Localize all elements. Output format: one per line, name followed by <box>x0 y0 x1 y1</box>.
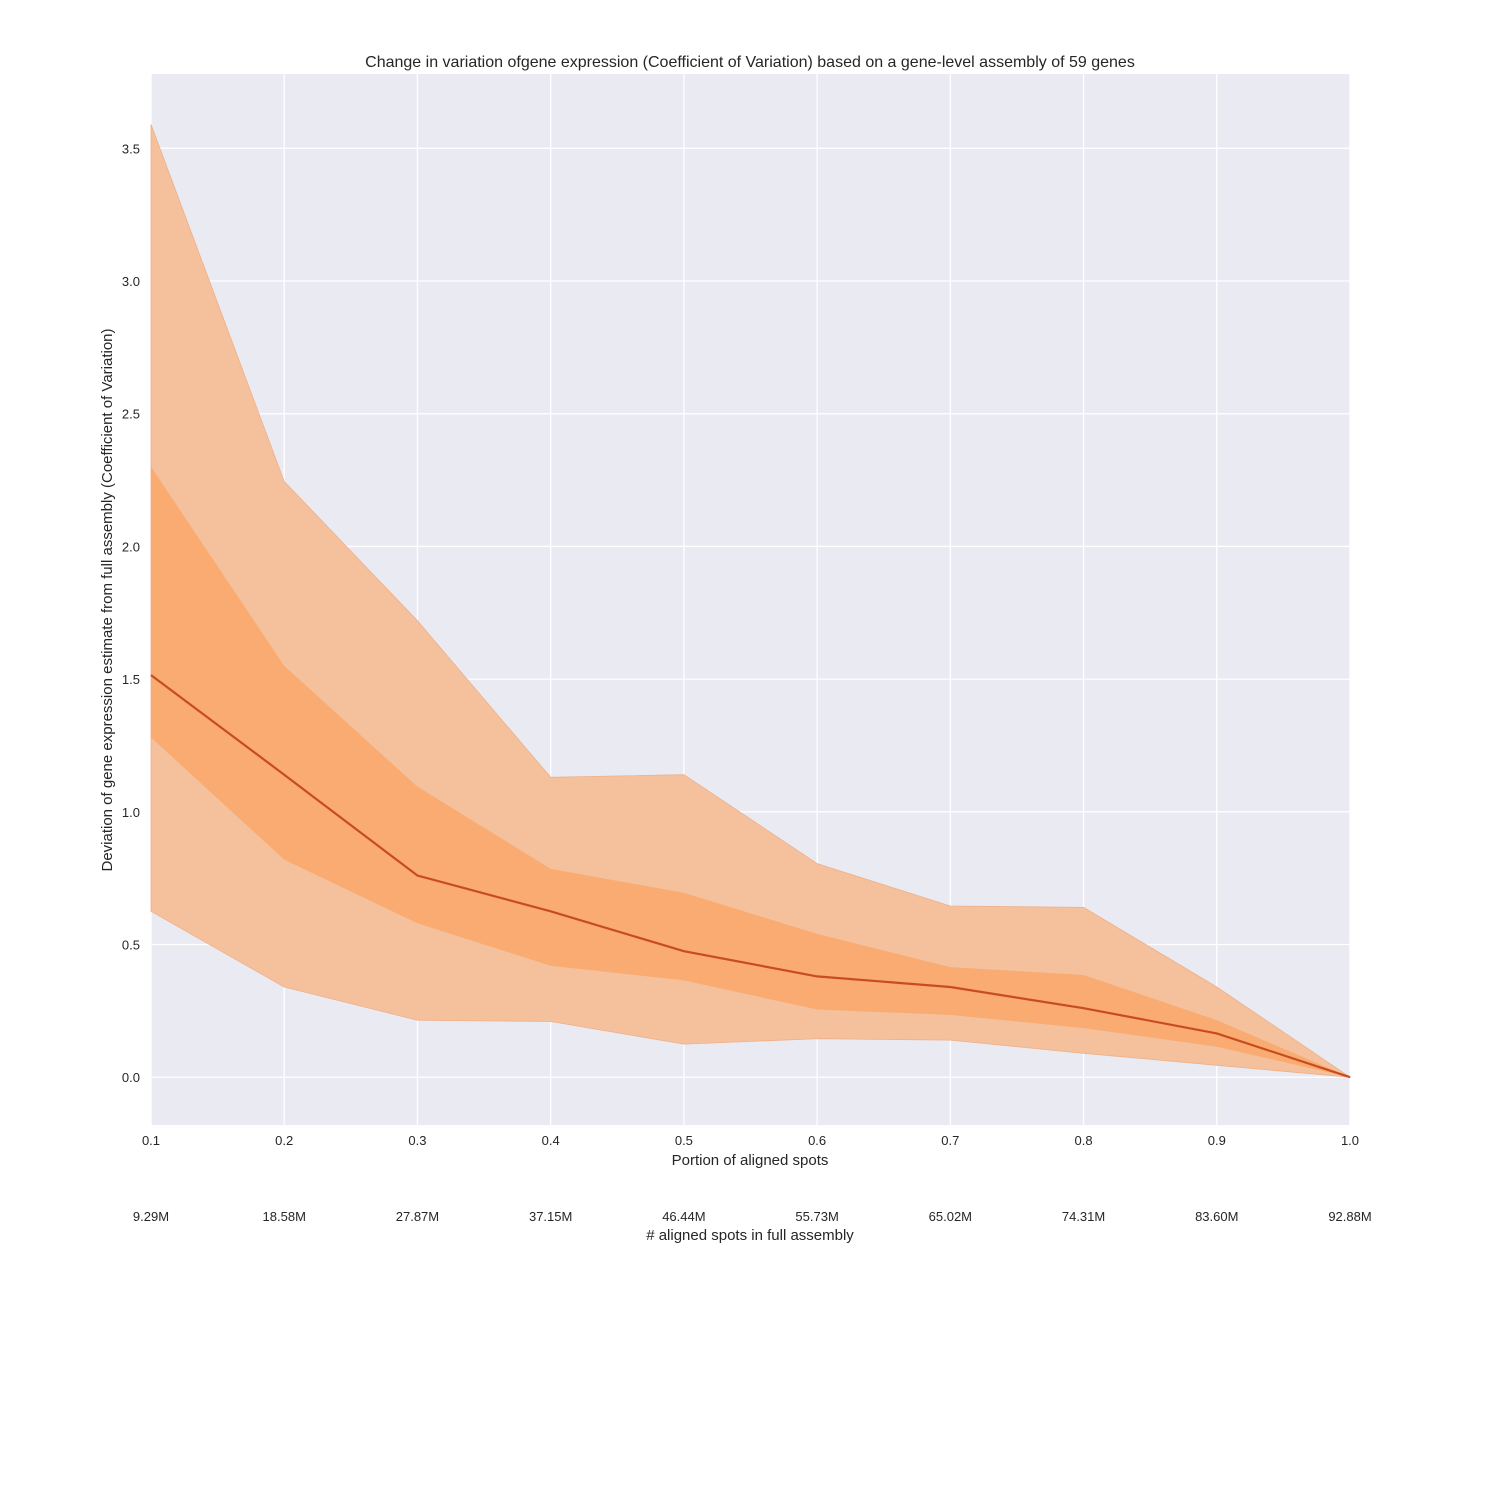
secondary-x-tick-label: 46.44M <box>662 1209 705 1224</box>
secondary-x-tick-label: 65.02M <box>929 1209 972 1224</box>
y-tick-label: 3.5 <box>122 141 140 156</box>
y-tick-label: 2.0 <box>122 539 140 554</box>
x-axis-label: Portion of aligned spots <box>672 1152 829 1169</box>
y-tick-label: 1.0 <box>122 805 140 820</box>
secondary-x-tick-label: 27.87M <box>396 1209 439 1224</box>
secondary-x-tick-label: 55.73M <box>795 1209 838 1224</box>
x-tick-labels: 0.1 0.2 0.3 0.4 0.5 0.6 0.7 0.8 0.9 1.0 <box>142 1133 1359 1148</box>
x-tick-label: 0.8 <box>1075 1133 1093 1148</box>
secondary-x-tick-label: 83.60M <box>1195 1209 1238 1224</box>
mean-line <box>150 674 1351 1079</box>
x-tick-label: 0.7 <box>941 1133 959 1148</box>
secondary-x-tick-label: 37.15M <box>529 1209 572 1224</box>
y-tick-label: 0.5 <box>122 938 140 953</box>
x-tick-label: 0.2 <box>275 1133 293 1148</box>
x-tick-label: 1.0 <box>1341 1133 1359 1148</box>
x-tick-label: 0.3 <box>408 1133 426 1148</box>
secondary-x-tick-label: 18.58M <box>263 1209 306 1224</box>
x-tick-label: 0.4 <box>542 1133 560 1148</box>
inner-confidence-band <box>151 466 1350 1078</box>
secondary-x-tick-label: 74.31M <box>1062 1209 1105 1224</box>
secondary-x-tick-labels: 9.29M 18.58M 27.87M 37.15M 46.44M 55.73M 65.02… <box>133 1209 1372 1224</box>
x-tick-label: 0.1 <box>142 1133 160 1148</box>
y-tick-label: 0.0 <box>122 1070 140 1085</box>
y-tick-label: 1.5 <box>122 672 140 687</box>
secondary-x-axis-label: # aligned spots in full assembly <box>646 1227 854 1244</box>
y-tick-labels: 0.0 0.5 1.0 1.5 2.0 2.5 3.0 3.5 <box>122 141 140 1085</box>
grid <box>150 74 1351 1125</box>
chart-title: Change in variation ofgene expression (C… <box>365 54 1135 71</box>
x-tick-label: 0.9 <box>1208 1133 1226 1148</box>
x-tick-label: 0.5 <box>675 1133 693 1148</box>
x-tick-label: 0.6 <box>808 1133 826 1148</box>
y-axis-label: Deviation of gene expression estimate fr… <box>99 328 116 871</box>
secondary-x-tick-label: 9.29M <box>133 1209 169 1224</box>
y-tick-label: 3.0 <box>122 274 140 289</box>
secondary-x-tick-label: 92.88M <box>1328 1209 1371 1224</box>
y-tick-label: 2.5 <box>122 407 140 422</box>
